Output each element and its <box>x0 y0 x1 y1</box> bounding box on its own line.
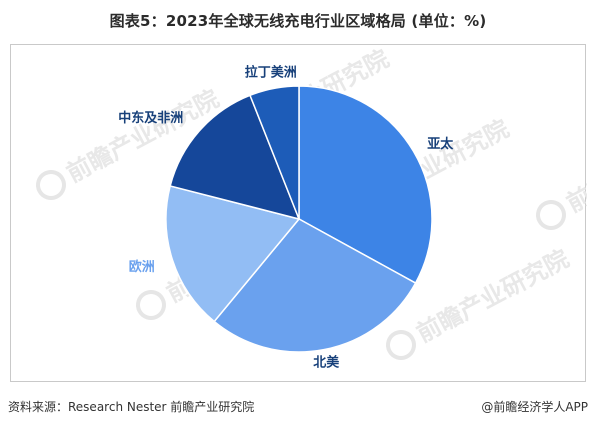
chart-frame: 前瞻产业研究院 前瞻产业研究院 前瞻产业研究院 前瞻产业研究院 前瞻产业研究院 … <box>10 44 587 382</box>
pie-label-north-america: 北美 <box>313 354 340 370</box>
pie-slice-latin-america <box>249 85 300 220</box>
pie-label-asia-pacific: 亚太 <box>427 136 454 152</box>
watermark-text: 前瞻产业研究院 <box>412 244 573 348</box>
pie-label-middle-east-africa: 中东及非洲 <box>118 110 183 126</box>
pie-slice-europe <box>165 185 301 323</box>
chart-title: 图表5：2023年全球无线充电行业区域格局 (单位：%) <box>109 12 487 30</box>
pie-slice-asia-pacific <box>298 85 433 285</box>
pie-slice-middle-east-africa <box>169 94 301 221</box>
pie-label-europe: 欧洲 <box>129 259 155 275</box>
source-note: 资料来源：Research Nester 前瞻产业研究院 <box>8 400 255 414</box>
pie-slices <box>165 85 433 353</box>
pie-chart: 前瞻产业研究院 前瞻产业研究院 前瞻产业研究院 前瞻产业研究院 前瞻产业研究院 … <box>36 45 587 370</box>
watermark-text: 前瞻产业研究院 <box>562 114 587 218</box>
brand-credit: @前瞻经济学人APP <box>481 400 588 414</box>
footer: 资料来源：Research Nester 前瞻产业研究院 @前瞻经济学人APP <box>8 398 588 418</box>
pie-slice-north-america <box>213 218 417 353</box>
pie-label-latin-america: 拉丁美洲 <box>245 64 297 80</box>
